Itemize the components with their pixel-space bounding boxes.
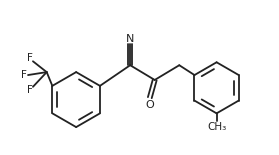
- Text: F: F: [27, 53, 33, 63]
- Text: CH₃: CH₃: [207, 122, 226, 132]
- Text: O: O: [145, 100, 154, 109]
- Text: F: F: [21, 70, 27, 80]
- Text: F: F: [27, 85, 33, 95]
- Text: N: N: [126, 34, 134, 44]
